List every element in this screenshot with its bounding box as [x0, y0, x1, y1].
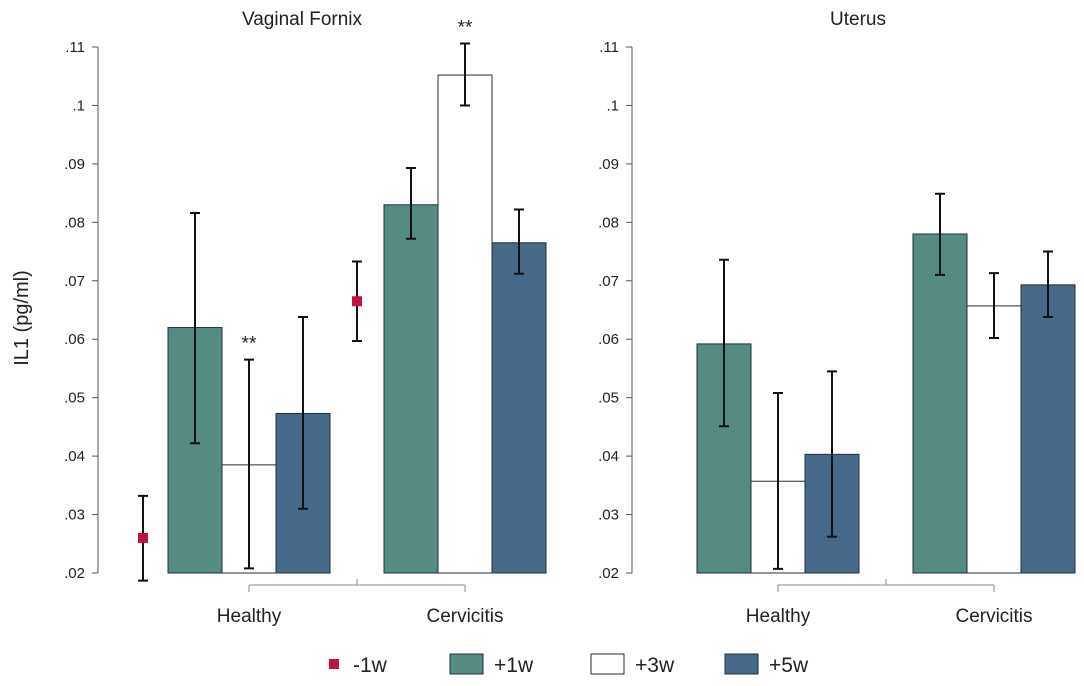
y-tick-label: .05 [64, 390, 85, 407]
error-bar [719, 258, 729, 428]
y-tick-label: .11 [65, 39, 85, 56]
category-label: Healthy [746, 606, 811, 627]
bar-plus-3w [966, 305, 1022, 574]
error-bar [460, 42, 470, 107]
bar-plus-1w [383, 204, 439, 574]
error-bar [1043, 250, 1053, 319]
y-tick-label: .07 [64, 273, 85, 290]
legend-label: +3w [635, 654, 675, 677]
panel-uterus: Uterus .02 .03 .04 .05 .06 .07 .08 .09 .1 .11 Healt… [598, 9, 1076, 627]
bar-plus-3w [437, 74, 493, 574]
y-tick-label: .02 [598, 565, 619, 582]
panels: Vaginal Fornix .02 .03 .04 .05 .06 .07 .08 .09 .1… [64, 9, 1076, 627]
error-bar [935, 192, 945, 276]
panel-title: Vaginal Fornix [242, 9, 363, 30]
y-tick-label: .05 [598, 390, 619, 407]
y-tick-label: .1 [72, 97, 85, 114]
bar-plus-1w [912, 233, 968, 574]
panel-vaginal-fornix: Vaginal Fornix .02 .03 .04 .05 .06 .07 .08 .09 .1… [64, 9, 547, 627]
legend-item-plusminus-5w: +5w [724, 653, 809, 677]
group-healthy: Healthy ** [138, 211, 331, 627]
legend-label: +5w [769, 654, 809, 677]
category-label: Healthy [217, 606, 282, 627]
group-healthy: Healthy [696, 258, 860, 627]
y-tick-label: .03 [598, 507, 619, 524]
error-bar [406, 166, 416, 240]
legend-swatch [329, 659, 339, 669]
legend-item-plusminus-3w: +3w [590, 653, 675, 677]
category-label: Cervicitis [426, 606, 503, 627]
significance-annotation: ** [458, 17, 473, 38]
category-bracket [248, 579, 466, 592]
group-cervicitis: Cervicitis ** [352, 17, 547, 627]
legend-swatch [590, 653, 625, 675]
category-bracket [777, 579, 995, 592]
category-label: Cervicitis [955, 606, 1032, 627]
y-tick-label: .09 [64, 156, 85, 173]
error-bar [989, 272, 999, 340]
panel-title: Uterus [830, 9, 886, 30]
y-tick-label: .03 [64, 507, 85, 524]
marker-minus-1w [138, 532, 148, 543]
error-bar [190, 211, 200, 445]
legend-item-minus-1w: -1w [329, 654, 388, 677]
y-tick-label: .06 [64, 331, 85, 348]
group-cervicitis: Cervicitis [912, 192, 1076, 627]
error-bar [514, 208, 524, 275]
y-tick-label: .04 [598, 448, 619, 465]
error-bar [244, 358, 254, 570]
y-tick-label: .07 [598, 273, 619, 290]
y-tick-label: .06 [598, 331, 619, 348]
y-tick-label: .08 [64, 214, 85, 231]
legend-swatch [724, 653, 759, 675]
y-axis-label: IL1 (pg/ml) [11, 270, 33, 366]
significance-annotation: ** [242, 334, 257, 355]
y-tick-label: .11 [599, 39, 619, 56]
y-tick-label: .1 [606, 97, 619, 114]
legend-label: -1w [353, 654, 388, 677]
legend-swatch [449, 653, 484, 675]
legend-item-plusminus-1w: +1w [449, 653, 534, 677]
marker-minus-1w [352, 296, 362, 307]
y-tick-label: .04 [64, 448, 85, 465]
y-tick-label: .02 [64, 565, 85, 582]
y-tick-label: .08 [598, 214, 619, 231]
bar-plus-5w [1020, 284, 1076, 574]
y-tick-label: .09 [598, 156, 619, 173]
legend-label: +1w [494, 654, 534, 677]
error-bar [773, 391, 783, 570]
error-bar [298, 316, 308, 510]
bar-plus-5w [491, 242, 547, 574]
legend: -1w +1w +3w +5w [329, 653, 809, 677]
error-bar [827, 370, 837, 538]
